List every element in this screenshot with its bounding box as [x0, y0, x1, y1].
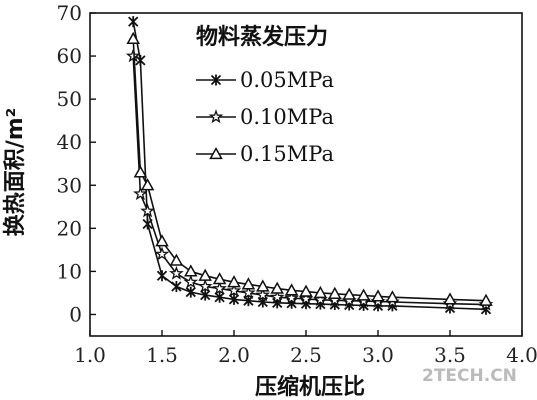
data-point — [140, 203, 155, 218]
y-tick-label: 60 — [57, 44, 82, 68]
y-tick-label: 40 — [57, 130, 82, 154]
legend: 物料蒸发压力 0.05MPa 0.10MPa 0.15MPa — [196, 24, 334, 166]
data-point — [270, 281, 284, 294]
series-0.10MPa — [125, 48, 494, 311]
data-point — [356, 288, 371, 301]
data-point — [241, 285, 256, 300]
data-point — [171, 280, 182, 292]
data-point — [133, 186, 148, 201]
data-point — [212, 272, 227, 285]
data-point — [197, 278, 213, 293]
series-line — [132, 38, 487, 302]
data-point — [284, 290, 299, 305]
legend-title: 物料蒸发压力 — [196, 24, 328, 50]
data-point — [385, 290, 400, 303]
y-tick-label: 50 — [57, 87, 82, 111]
watermark-text: 2TECH.CN — [422, 366, 517, 386]
data-point — [342, 287, 356, 300]
data-point — [228, 293, 240, 305]
x-tick-label: 1.0 — [74, 343, 106, 367]
data-point — [126, 31, 140, 44]
data-point — [140, 178, 155, 191]
data-point — [227, 275, 241, 288]
series-line — [132, 56, 487, 306]
y-tick-label: 20 — [57, 216, 82, 240]
legend-label: 0.15MPa — [240, 142, 334, 166]
data-point — [269, 289, 285, 304]
data-point — [479, 293, 493, 306]
legend-item: 0.05MPa — [196, 68, 334, 92]
data-point — [135, 54, 146, 66]
data-point — [226, 283, 242, 298]
data-point — [298, 291, 314, 306]
data-point — [328, 286, 342, 299]
data-point — [212, 280, 227, 295]
data-point — [198, 268, 212, 281]
series-layer — [125, 16, 494, 315]
data-point — [200, 289, 211, 301]
data-point — [185, 286, 196, 298]
data-point — [214, 291, 225, 303]
x-tick-label: 1.5 — [146, 343, 178, 367]
data-point — [313, 285, 328, 299]
y-tick-label: 0 — [69, 302, 82, 326]
data-point — [155, 234, 169, 247]
data-point — [255, 287, 271, 302]
data-point — [443, 292, 457, 305]
data-point — [241, 277, 256, 290]
data-point — [128, 16, 139, 28]
series-0.15MPa — [126, 31, 493, 306]
ticks-layer: 1.0 1.5 2.0 2.5 3.0 3.5 4.0 0 10 20 30 40 50 60 70 — [57, 1, 537, 367]
data-point — [133, 165, 148, 178]
data-point — [371, 289, 385, 302]
legend-item: 0.10MPa — [196, 105, 334, 129]
plot-frame — [89, 12, 523, 337]
x-axis-title: 压缩机压比 — [255, 374, 365, 400]
x-tick-label: 4.0 — [506, 343, 537, 367]
series-line — [132, 21, 487, 311]
data-point — [256, 279, 270, 292]
legend-label: 0.05MPa — [240, 68, 334, 92]
legend-marker — [208, 109, 224, 124]
y-tick-label: 10 — [57, 259, 82, 283]
data-point — [169, 253, 184, 266]
y-tick-label: 70 — [57, 1, 82, 25]
legend-marker — [210, 74, 222, 86]
y-axis-title: 换热面积/m² — [2, 108, 28, 237]
legend-item: 0.15MPa — [196, 142, 334, 166]
data-point — [169, 265, 184, 280]
data-point — [183, 274, 199, 289]
x-tick-label: 2.5 — [290, 343, 322, 367]
x-tick-label: 3.5 — [434, 343, 466, 367]
data-point — [284, 283, 299, 296]
data-point — [125, 48, 141, 63]
x-tick-label: 2.0 — [218, 343, 250, 367]
y-tick-label: 30 — [57, 173, 82, 197]
legend-marker — [209, 146, 223, 160]
data-point — [299, 284, 313, 297]
x-tick-label: 3.0 — [362, 343, 394, 367]
data-point — [156, 270, 168, 282]
data-point — [184, 264, 198, 277]
data-point — [154, 246, 170, 261]
legend-label: 0.10MPa — [240, 105, 334, 129]
